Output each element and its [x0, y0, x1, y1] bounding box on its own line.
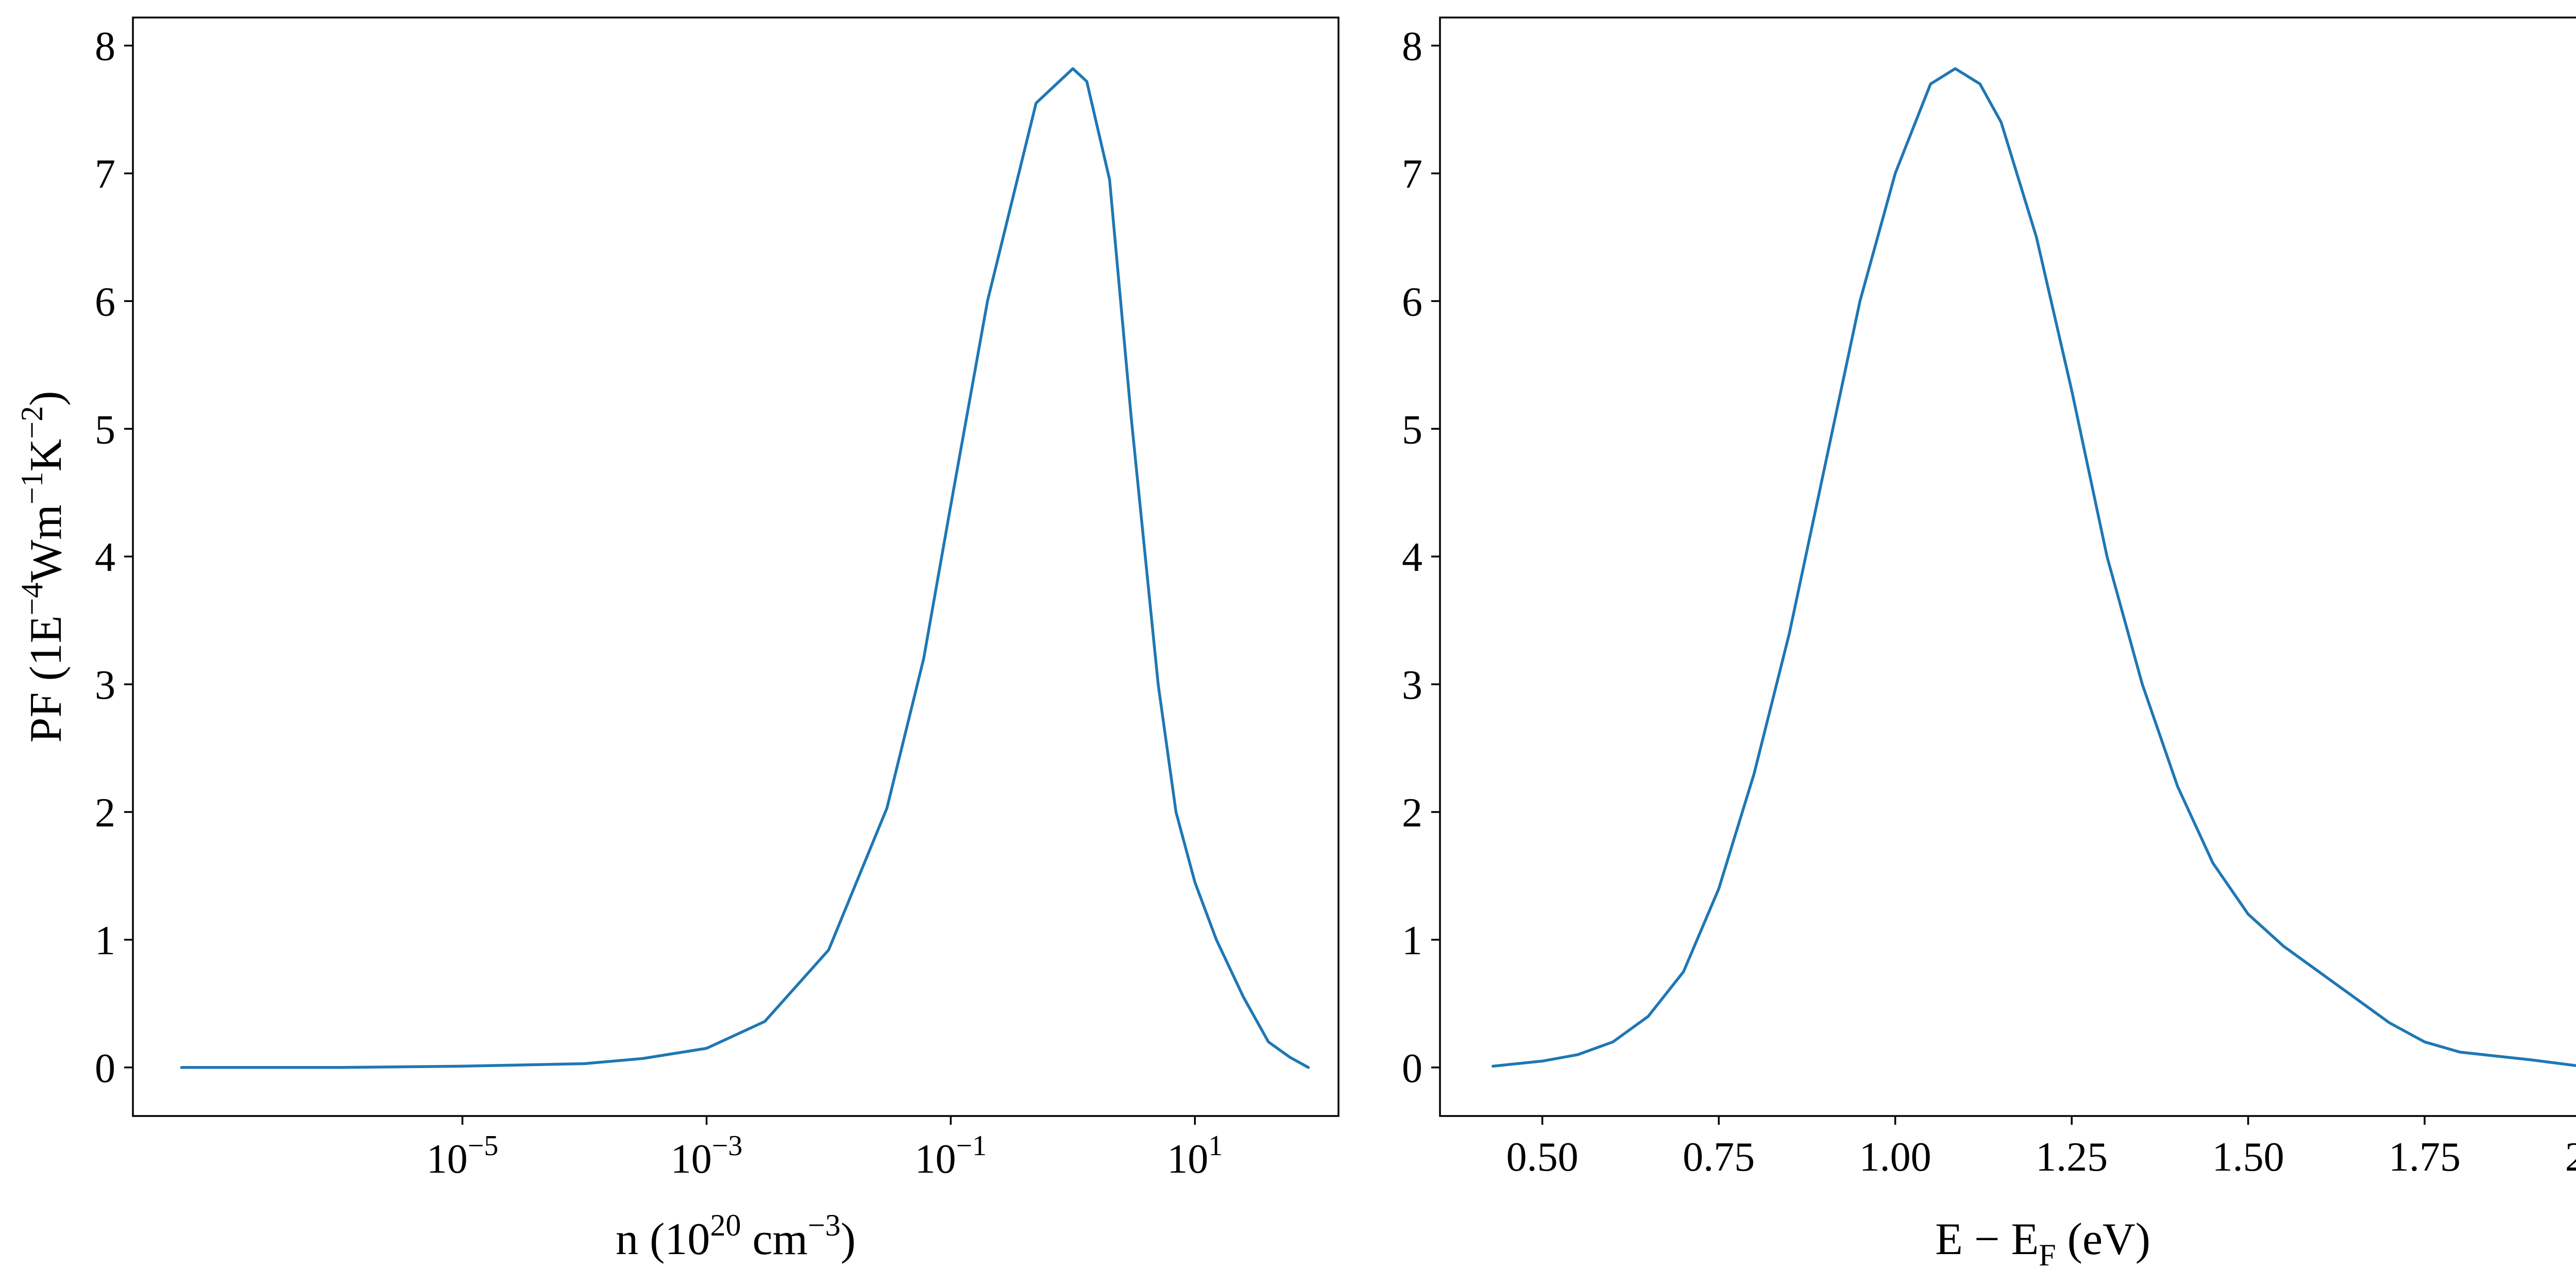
- x-tick-label-right-2: 1.00: [1859, 1135, 1931, 1180]
- chart-panel-right: 0 1 2 3 4 5 6 7 8 0.50 0.75 1.00 1.25 1.50 1.75 2.00 E −…: [1402, 16, 2576, 1272]
- x-tick-label-left-0: 10−5: [427, 1130, 499, 1182]
- y-tick-label-left-2: 2: [95, 790, 115, 836]
- y-tick-label-right-2: 2: [1402, 790, 1422, 836]
- plot-frame-right: [1439, 16, 2576, 1117]
- series-line-left-0: [180, 67, 1310, 1069]
- y-tick-label-left-1: 1: [95, 918, 115, 963]
- y-tick-label-right-0: 0: [1402, 1046, 1422, 1091]
- x-tick-label-left-2: 10−1: [915, 1130, 987, 1182]
- y-tick-label-left-6: 6: [95, 279, 115, 325]
- y-tick-label-left-8: 8: [95, 24, 115, 70]
- y-tick-label-right-8: 8: [1402, 24, 1422, 70]
- series-line-right-0: [1492, 67, 2576, 1068]
- y-tick-label-right-1: 1: [1402, 918, 1422, 963]
- y-tick-label-left-0: 0: [95, 1046, 115, 1091]
- chart-panel-left: 0 1 2 3 4 5 6 7 8 10−5 10−3 10−1 101 n (1020 cm−3) PF …: [15, 16, 1340, 1264]
- x-tick-label-right-1: 0.75: [1683, 1135, 1755, 1180]
- y-tick-label-right-7: 7: [1402, 151, 1422, 197]
- x-tick-label-right-5: 1.75: [2388, 1135, 2461, 1180]
- y-tick-label-right-5: 5: [1402, 407, 1422, 452]
- x-tick-label-right-4: 1.50: [2212, 1135, 2284, 1180]
- y-tick-label-left-7: 7: [95, 151, 115, 197]
- x-axis-label-left: n (1020 cm−3): [616, 1208, 856, 1264]
- x-axis-label-right: E − EF (eV): [1935, 1214, 2150, 1272]
- y-tick-label-right-3: 3: [1402, 663, 1422, 708]
- y-tick-label-left-5: 5: [95, 407, 115, 452]
- x-tick-label-right-6: 2.00: [2565, 1135, 2576, 1180]
- y-axis-label-left: PF (1E−4Wm−1K−2): [15, 391, 71, 743]
- y-tick-label-right-6: 6: [1402, 279, 1422, 325]
- plot-frame-left: [132, 16, 1340, 1117]
- x-tick-label-right-3: 1.25: [2036, 1135, 2108, 1180]
- x-tick-label-left-3: 101: [1167, 1130, 1223, 1182]
- x-tick-label-left-1: 10−3: [671, 1130, 743, 1182]
- y-tick-label-right-4: 4: [1402, 535, 1422, 580]
- y-tick-label-left-3: 3: [95, 663, 115, 708]
- x-tick-label-right-0: 0.50: [1506, 1135, 1579, 1180]
- y-tick-label-left-4: 4: [95, 535, 115, 580]
